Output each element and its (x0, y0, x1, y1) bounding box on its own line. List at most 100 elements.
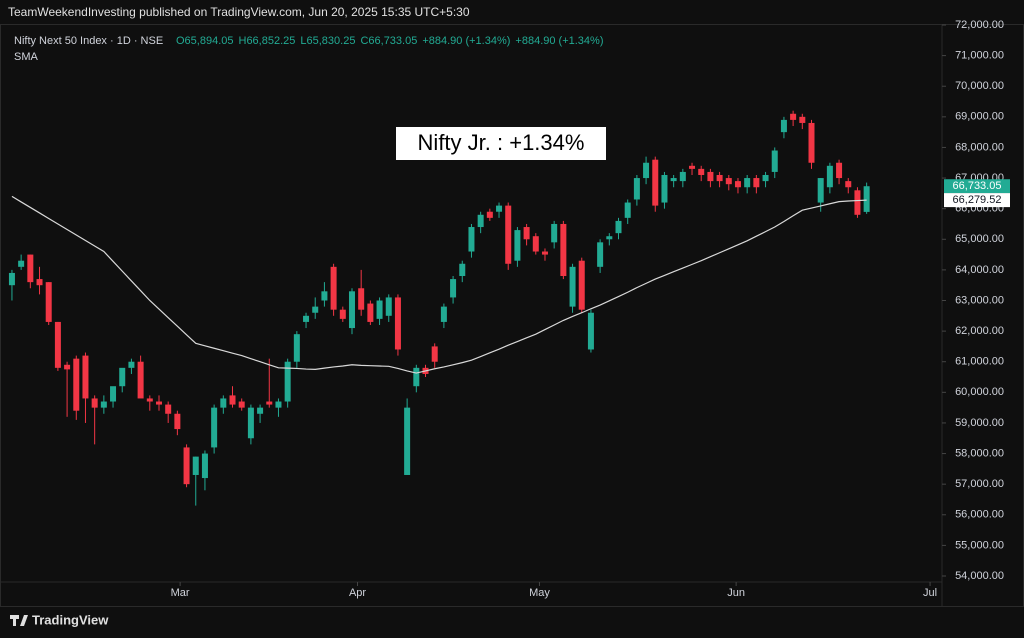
x-tick-label: Apr (349, 587, 366, 599)
candle-body (450, 279, 457, 298)
candle-body (514, 230, 521, 261)
candle-body (358, 288, 365, 310)
candle-body (643, 162, 650, 179)
candle-body (45, 282, 52, 322)
logo-stem (13, 615, 16, 626)
y-tick-label: 59,000.00 (955, 417, 1004, 429)
candle-body (27, 254, 34, 283)
candle-body (468, 227, 475, 252)
candle-body (771, 150, 778, 172)
candle-body (587, 312, 594, 350)
candle-body (477, 214, 484, 228)
annotation: Nifty Jr. : +1.34% (418, 130, 585, 155)
candle-body (36, 279, 43, 286)
candle-body (165, 404, 172, 414)
candle-body (220, 398, 227, 408)
candle-body (293, 334, 300, 362)
candle-body (348, 291, 355, 329)
candle-body (826, 165, 833, 188)
ohlc-value: L65,830.25 (300, 35, 355, 47)
candle-body (330, 266, 337, 310)
symbol: Nifty Next 50 Index · 1D · NSE (14, 35, 163, 47)
ohlc-value: O65,894.05 (176, 35, 234, 47)
candle-body (110, 386, 117, 402)
logo-slash (20, 615, 28, 626)
candle-body (367, 303, 374, 322)
candle-body (137, 361, 144, 399)
candle-body (155, 401, 162, 405)
y-tick-label: 70,000.00 (955, 80, 1004, 92)
candle-body (836, 162, 843, 179)
y-tick-label: 72,000.00 (955, 19, 1004, 31)
candle-body (845, 181, 852, 188)
candle-body (211, 407, 218, 448)
candle-body (440, 306, 447, 322)
candle-body (339, 309, 346, 319)
candle-body (569, 266, 576, 307)
candle-body (753, 178, 760, 188)
candle-body (275, 401, 282, 408)
candle-body (459, 263, 466, 277)
candle-body (431, 346, 438, 362)
candle-body (725, 178, 732, 185)
candle-body (670, 178, 677, 182)
candle-body (505, 205, 512, 264)
candle-body (247, 407, 254, 439)
candle-body (321, 291, 328, 301)
candle-body (183, 447, 190, 485)
candle-body (698, 168, 705, 175)
candle-body (257, 407, 264, 414)
candle-body (597, 242, 604, 267)
candle-body (523, 227, 530, 240)
candle-body (100, 401, 107, 408)
candle-body (73, 358, 80, 411)
y-tick-label: 62,000.00 (955, 325, 1004, 337)
candle-body (551, 223, 558, 243)
candle-body (64, 364, 71, 370)
last-price-label: 66,733.05 (953, 180, 1002, 192)
y-tick-label: 57,000.00 (955, 478, 1004, 490)
candle-body (707, 171, 714, 182)
candle-body (541, 251, 548, 255)
ohlc-value: +884.90 (+1.34%) (422, 35, 510, 47)
candle-body (18, 260, 25, 267)
candle-body (238, 401, 245, 408)
brand-logo (10, 615, 28, 626)
y-tick-label: 58,000.00 (955, 447, 1004, 459)
candle-body (404, 407, 411, 475)
y-tick-label: 61,000.00 (955, 356, 1004, 368)
last-price-tag (944, 179, 1010, 194)
candle-body (192, 456, 199, 475)
sma-price-tag (944, 193, 1010, 208)
candle-body (799, 116, 806, 123)
candle-body (615, 220, 622, 234)
candle-body (633, 178, 640, 200)
y-tick-label: 56,000.00 (955, 509, 1004, 521)
x-tick-label: Jun (727, 587, 745, 599)
candle-body (385, 297, 392, 316)
ohlc-legend: O65,894.05 H66,852.25 L65,830.25 C66,733.05… (176, 35, 604, 47)
y-tick-label: 64,000.00 (955, 264, 1004, 276)
candle-body (854, 190, 861, 215)
candle-body (560, 223, 567, 277)
candle-body (606, 236, 613, 240)
candle-body (54, 321, 61, 368)
y-tick-label: 71,000.00 (955, 50, 1004, 62)
candle-body (496, 205, 503, 212)
candle-body (394, 297, 401, 350)
candle-body (578, 260, 585, 310)
candle-body (8, 272, 15, 286)
candle-body (284, 361, 291, 402)
sma-price-label: 66,279.52 (953, 194, 1002, 206)
candle-body (808, 122, 815, 163)
annotation-box (396, 127, 606, 160)
candle-body (689, 165, 696, 169)
candle-body (201, 453, 208, 479)
ohlc-value: H66,852.25 (239, 35, 296, 47)
ohlc-value: +884.90 (+1.34%) (515, 35, 603, 47)
candle-body (780, 119, 787, 133)
candle-body (82, 355, 89, 399)
candle-body (266, 401, 273, 405)
candle-body (624, 202, 631, 218)
